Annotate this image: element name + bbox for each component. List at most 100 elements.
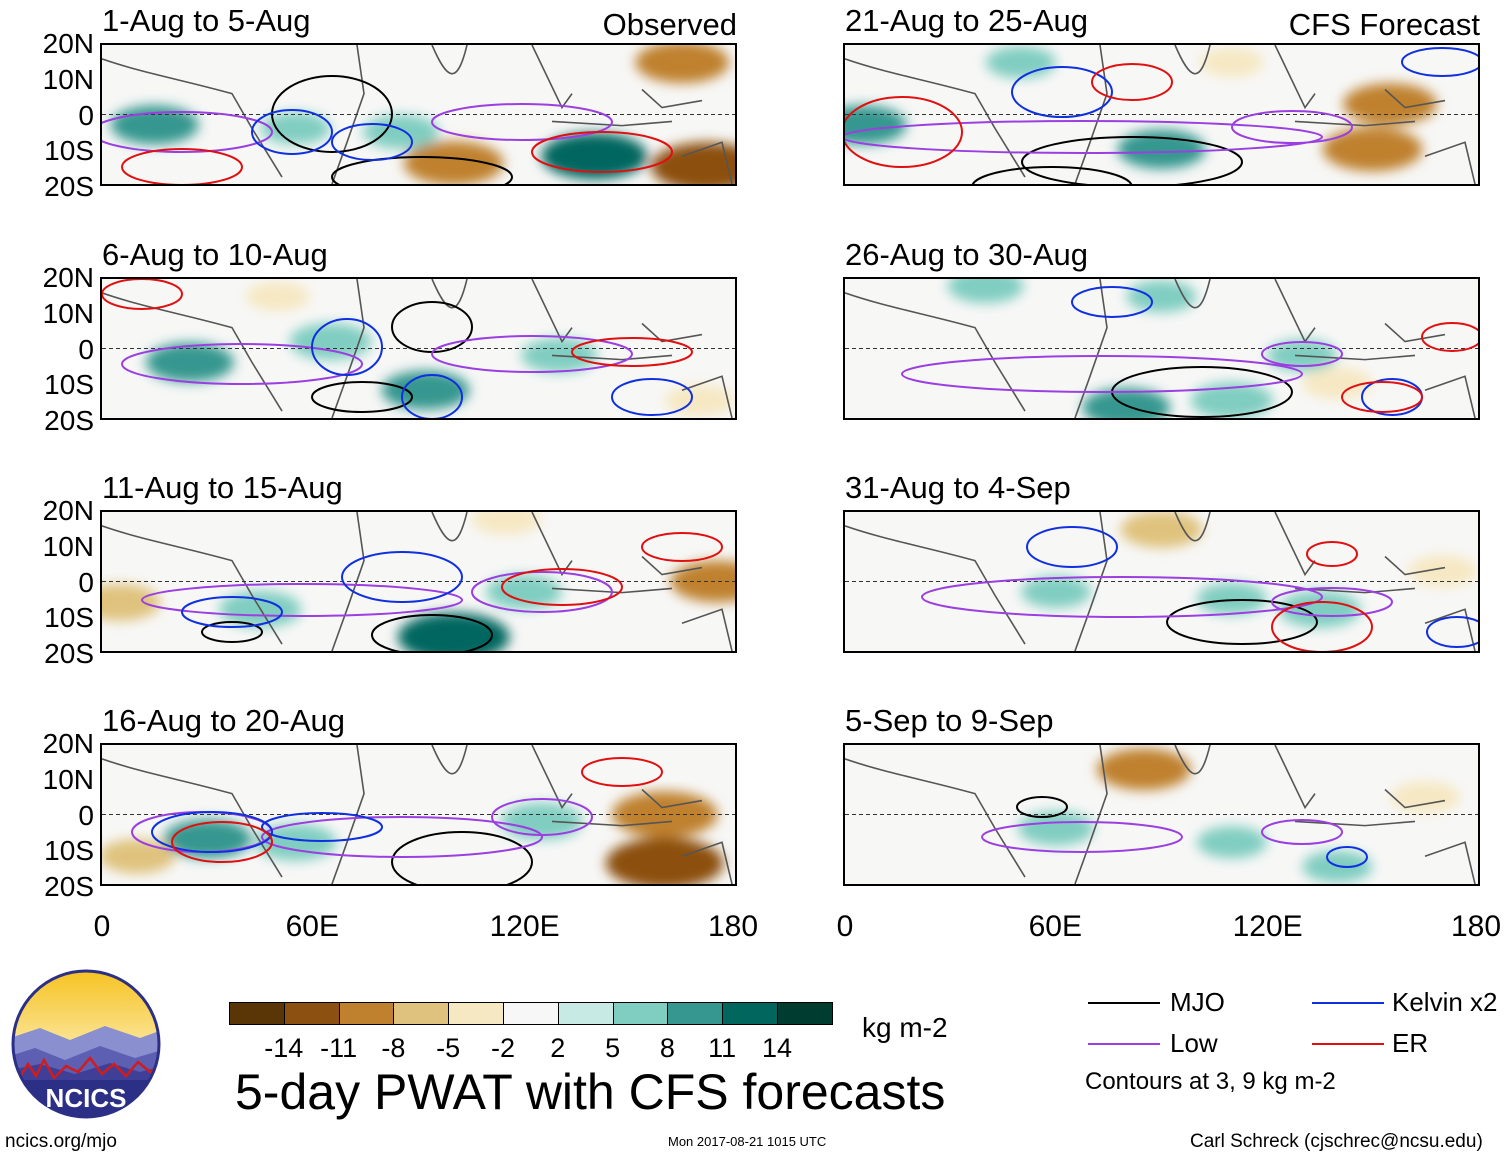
pwat-anomaly — [1390, 781, 1461, 814]
pwat-anomaly — [1021, 575, 1091, 608]
coastline — [845, 512, 1476, 651]
contour — [1326, 846, 1368, 868]
pwat-anomaly — [289, 323, 372, 360]
pwat-anomaly — [397, 612, 510, 651]
contour — [341, 551, 463, 603]
panel-title: 16-Aug to 20-Aug — [102, 703, 346, 738]
pwat-anomaly — [1120, 512, 1203, 548]
pwat-anomaly — [254, 823, 337, 861]
contour — [1071, 286, 1153, 318]
legend-low-label: Low — [1170, 1028, 1218, 1058]
contour — [151, 811, 273, 853]
colorbar-swatch — [667, 1002, 724, 1025]
x-tick-label: 0 — [93, 910, 111, 943]
contour — [1401, 47, 1478, 77]
pwat-anomaly — [845, 105, 907, 145]
legend-mjo-line — [1088, 1002, 1160, 1004]
pwat-anomaly — [260, 112, 331, 145]
y-tick-label: 10N — [42, 297, 94, 329]
contour — [401, 374, 463, 418]
y-tick-label: 20N — [42, 262, 94, 293]
contour — [1261, 341, 1343, 367]
x-tick-label: 120E — [489, 910, 560, 943]
contour — [311, 381, 413, 413]
y-tick-label: 20S — [44, 405, 94, 436]
contour — [141, 583, 463, 617]
legend-er-line — [1312, 1043, 1384, 1045]
figure-title: 5-day PWAT with CFS forecasts — [235, 1064, 946, 1120]
y-tick-label: 20S — [44, 638, 94, 669]
y-tick-label: 10S — [44, 602, 94, 634]
colorbar-label: -5 — [436, 1033, 461, 1063]
contour — [121, 148, 243, 184]
pwat-anomaly — [605, 837, 724, 884]
pwat-anomaly — [1278, 590, 1361, 628]
colorbar-swatch — [777, 1002, 833, 1025]
y-tick-label: 10S — [44, 835, 94, 867]
pwat-anomaly — [1196, 582, 1267, 615]
contour — [471, 571, 613, 613]
contour — [261, 816, 543, 858]
contour — [845, 120, 1323, 154]
colorbar-swatch — [448, 1002, 504, 1025]
contour — [431, 103, 613, 141]
pwat-anomaly — [1199, 47, 1264, 78]
contour — [1021, 136, 1243, 184]
y-tick-label: 0 — [78, 566, 94, 598]
y-tick-label: 10N — [42, 63, 94, 95]
contour — [261, 812, 383, 842]
y-tick-label: 10S — [44, 369, 94, 401]
y-tick-label: 20S — [44, 871, 94, 902]
colorbar-label: 11 — [708, 1033, 737, 1063]
panel-title: 11-Aug to 15-Aug — [102, 470, 343, 505]
legend-note: Contours at 3, 9 kg m-2 — [1085, 1068, 1336, 1095]
coastline — [102, 279, 733, 418]
contour — [1361, 378, 1423, 416]
pwat-anomaly — [1407, 555, 1478, 588]
pwat-anomaly — [650, 142, 735, 184]
contour — [331, 156, 513, 184]
pwat-anomaly — [245, 281, 310, 312]
pwat-map — [100, 277, 737, 420]
pwat-anomaly — [1322, 127, 1423, 172]
pwat-anomaly — [635, 45, 730, 84]
contour — [1026, 526, 1118, 568]
contour — [1341, 381, 1423, 413]
pwat-anomaly — [541, 133, 648, 180]
colorbar-label: -14 — [264, 1033, 304, 1063]
legend-low-line — [1088, 1043, 1160, 1045]
legend-mjo-label: MJO — [1170, 987, 1225, 1017]
contour — [1261, 819, 1343, 845]
contour — [371, 614, 493, 651]
colorbar-label: 5 — [605, 1033, 621, 1063]
contour — [641, 532, 723, 562]
contour — [501, 568, 623, 606]
colorbar-unit: kg m-2 — [862, 1012, 948, 1043]
contour — [331, 123, 413, 161]
pwat-anomaly — [947, 279, 1024, 304]
contour — [921, 576, 1323, 618]
y-tick-label: 20N — [42, 728, 94, 759]
legend-er-label: ER — [1392, 1028, 1429, 1058]
pwat-anomaly — [1117, 129, 1206, 169]
contour — [845, 96, 963, 168]
colorbar-label: 2 — [550, 1033, 566, 1063]
pwat-anomaly — [500, 803, 583, 840]
pwat-map — [843, 510, 1480, 653]
panel-title: 5-Sep to 9-Sep — [845, 703, 1054, 738]
y-tick-label: 20S — [44, 171, 94, 202]
pwat-anomaly — [403, 141, 504, 184]
footer-url[interactable]: ncics.org/mjo — [5, 1131, 117, 1152]
pwat-anomaly — [1196, 826, 1267, 859]
contour — [251, 109, 333, 155]
contour — [171, 821, 273, 863]
pwat-anomaly — [471, 512, 542, 535]
contour — [391, 831, 533, 884]
contour — [981, 821, 1183, 853]
pwat-anomaly — [486, 574, 562, 610]
colorbar-label: 8 — [659, 1033, 675, 1063]
colorbar-swatch — [229, 1002, 285, 1025]
contour — [1166, 599, 1318, 645]
colorbar-swatch — [338, 1002, 395, 1025]
pwat-anomaly — [1018, 811, 1094, 846]
